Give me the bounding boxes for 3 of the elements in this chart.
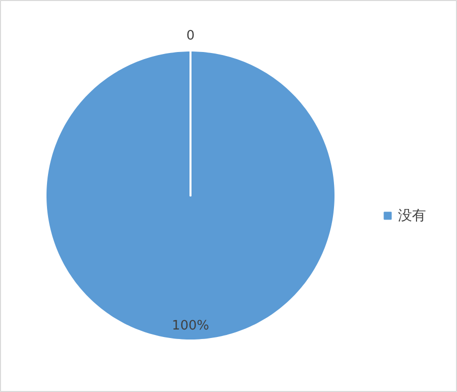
data-label: 100% — [172, 318, 210, 334]
text: 0 — [186, 28, 195, 44]
legend-label: 没有 — [398, 208, 426, 224]
